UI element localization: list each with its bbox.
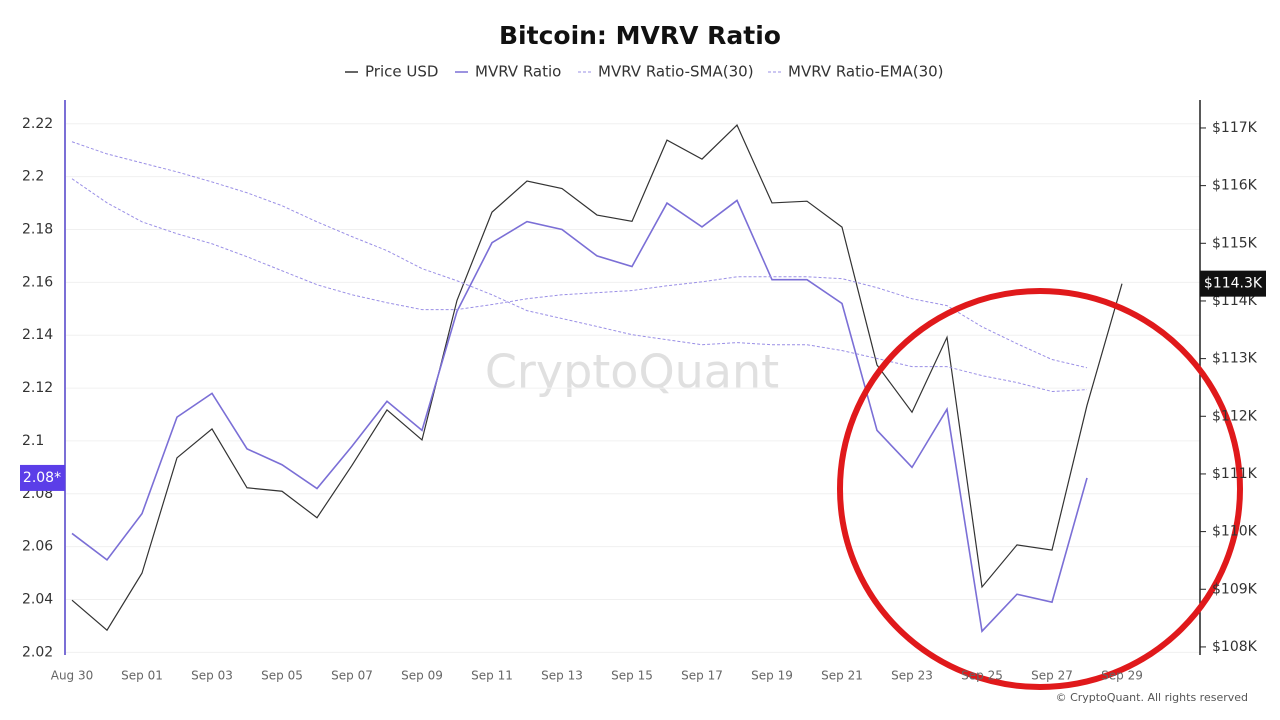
x-tick-label: Sep 15 <box>611 669 653 683</box>
x-tick-label: Sep 05 <box>261 669 303 683</box>
y-tick-label: 2.06 <box>22 539 53 555</box>
y-tick-label: 2.04 <box>22 592 53 608</box>
y-tick-label: 2.16 <box>22 274 53 290</box>
x-tick-label: Sep 23 <box>891 669 933 683</box>
watermark: CryptoQuant <box>485 345 779 399</box>
y2-tick-label: $108K <box>1212 639 1258 655</box>
series-line <box>71 178 1088 369</box>
x-tick-label: Sep 19 <box>751 669 793 683</box>
x-tick-label: Sep 27 <box>1031 669 1073 683</box>
x-tick-label: Sep 21 <box>821 669 863 683</box>
x-tick-label: Sep 29 <box>1101 669 1143 683</box>
series-line <box>71 199 1088 633</box>
y2-tick-label: $117K <box>1212 120 1258 136</box>
y2-tick-label: $114K <box>1212 293 1258 309</box>
chart-title: Bitcoin: MVRV Ratio <box>499 21 781 50</box>
y2-marker-label: $114.3K <box>1204 276 1263 292</box>
y2-tick-label: $109K <box>1212 581 1258 597</box>
y-tick-label: 2.1 <box>22 433 44 449</box>
y-tick-label: 2.14 <box>22 327 53 343</box>
x-tick-label: Sep 13 <box>541 669 583 683</box>
series-line <box>71 141 1088 393</box>
y2-tick-label: $115K <box>1212 235 1258 251</box>
y2-tick-label: $116K <box>1212 178 1258 194</box>
y-tick-label: 2.18 <box>22 222 53 238</box>
legend-label: MVRV Ratio-SMA(30) <box>598 63 754 81</box>
y-marker <box>20 464 65 491</box>
legend-label: MVRV Ratio-EMA(30) <box>788 63 944 81</box>
y-tick-label: 2.2 <box>22 169 44 185</box>
highlight-circle <box>837 288 1243 690</box>
x-tick-label: Sep 25 <box>961 669 1003 683</box>
y2-tick-label: $113K <box>1212 351 1258 367</box>
lines <box>71 124 1123 633</box>
x-tick-label: Sep 01 <box>121 669 163 683</box>
x-tick-label: Sep 03 <box>191 669 233 683</box>
legend-label: Price USD <box>365 63 438 81</box>
x-tick-label: Sep 11 <box>471 669 513 683</box>
y-tick-label: 2.02 <box>22 644 53 660</box>
y-tick-label: 2.12 <box>22 380 53 396</box>
grid <box>65 123 1200 653</box>
y-tick-label: 2.22 <box>22 116 53 132</box>
x-tick-label: Sep 09 <box>401 669 443 683</box>
legend-label: MVRV Ratio <box>475 63 561 81</box>
y-marker-label: 2.08* <box>23 470 61 486</box>
series-line <box>71 124 1123 632</box>
y2-tick-label: $110K <box>1212 524 1258 540</box>
y2-tick-label: $112K <box>1212 408 1258 424</box>
x-tick-label: Sep 07 <box>331 669 373 683</box>
x-tick-label: Aug 30 <box>51 669 94 683</box>
labels: 2.022.042.062.082.12.122.142.162.182.22.… <box>20 63 1266 683</box>
y2-marker <box>1200 270 1266 297</box>
footer: © CryptoQuant. All rights reserved <box>1056 691 1248 704</box>
y2-tick-label: $111K <box>1212 466 1258 482</box>
x-tick-label: Sep 17 <box>681 669 723 683</box>
